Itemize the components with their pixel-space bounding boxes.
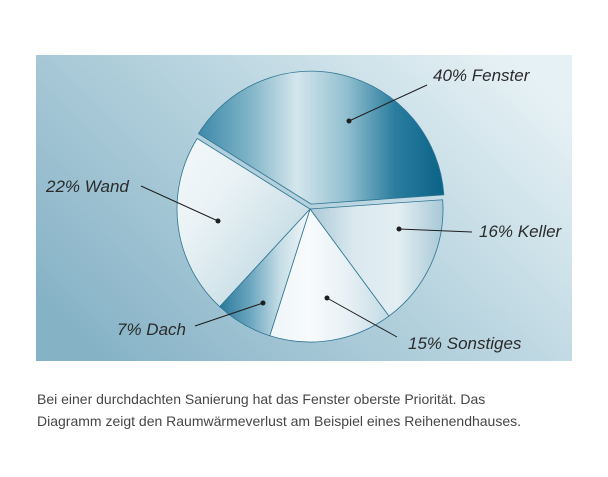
leader-line-sonstiges <box>326 297 398 338</box>
label-dach: 7% Dach <box>117 320 186 339</box>
pie-slice-fenster <box>198 70 445 205</box>
chart-caption: Bei einer durchdachten Sanierung hat das… <box>37 388 521 432</box>
caption-line: Bei einer durchdachten Sanierung hat das… <box>37 391 486 407</box>
pie-slice-wand <box>176 138 311 307</box>
leader-dot-fenster <box>346 118 352 124</box>
leader-line-wand <box>140 185 219 222</box>
label-wand: 22% Wand <box>45 177 129 196</box>
annotations <box>140 84 473 338</box>
label-keller: 16% Keller <box>479 222 563 241</box>
caption-line: Diagramm zeigt den Raumwärmeverlust am B… <box>37 413 522 429</box>
leader-line-keller <box>398 228 473 233</box>
leader-dot-sonstiges <box>324 295 330 301</box>
leader-dot-keller <box>396 226 402 232</box>
leader-dot-dach <box>260 300 266 306</box>
pie <box>176 70 445 343</box>
leader-dot-wand <box>215 218 221 224</box>
leader-line-dach <box>194 302 264 327</box>
leader-line-fenster <box>348 84 428 122</box>
pie-slice-keller <box>309 199 444 317</box>
label-sonstiges: 15% Sonstiges <box>408 334 522 353</box>
label-fenster: 40% Fenster <box>433 66 531 85</box>
